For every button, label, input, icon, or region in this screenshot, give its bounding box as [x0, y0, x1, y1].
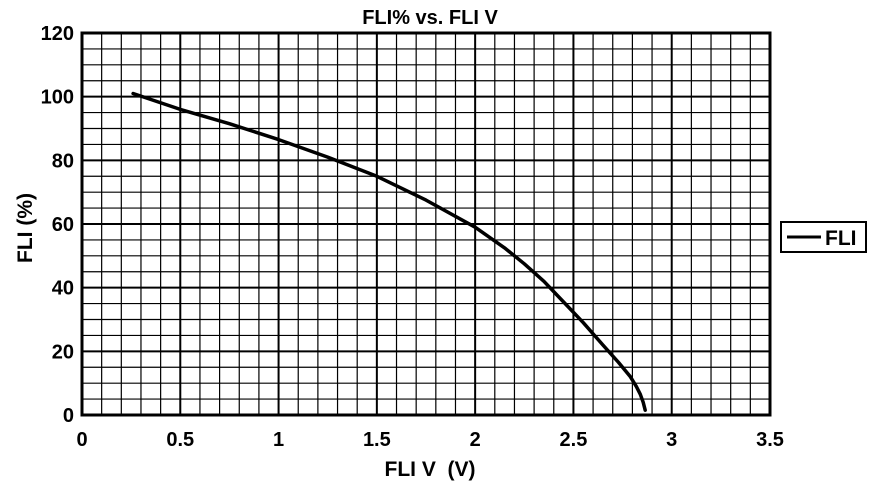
x-tick-label: 0: [76, 429, 87, 451]
grid: [82, 33, 770, 415]
x-tick-label: 1: [273, 429, 284, 451]
y-tick-label: 60: [52, 214, 74, 236]
x-axis-label: FLI V (V): [385, 458, 476, 481]
x-tick-label: 0.5: [166, 429, 194, 451]
chart-title: FLI% vs. FLI V: [362, 7, 498, 29]
y-tick-label: 0: [63, 405, 74, 427]
x-tick-label: 2: [470, 429, 481, 451]
series-line-fli: [131, 91, 647, 412]
y-tick-labels: 0 20 40 60 80 100 120: [41, 23, 74, 427]
legend: FLI: [780, 221, 867, 253]
y-tick-label: 20: [52, 341, 74, 363]
x-tick-label: 1.5: [363, 429, 391, 451]
y-tick-label: 80: [52, 150, 74, 172]
y-axis-label: FLI (%): [14, 193, 37, 263]
x-tick-label: 3.5: [756, 429, 784, 451]
x-tick-label: 2.5: [560, 429, 588, 451]
legend-label-fli: FLI: [825, 227, 857, 250]
y-tick-label: 120: [41, 23, 74, 45]
y-tick-label: 40: [52, 278, 74, 300]
y-tick-label: 100: [41, 87, 74, 109]
plot-frame: [80, 31, 772, 417]
x-tick-labels: 0 0.5 1 1.5 2 2.5 3 3.5: [76, 429, 783, 451]
x-tick-label: 3: [666, 429, 677, 451]
series-layer: [131, 91, 647, 412]
